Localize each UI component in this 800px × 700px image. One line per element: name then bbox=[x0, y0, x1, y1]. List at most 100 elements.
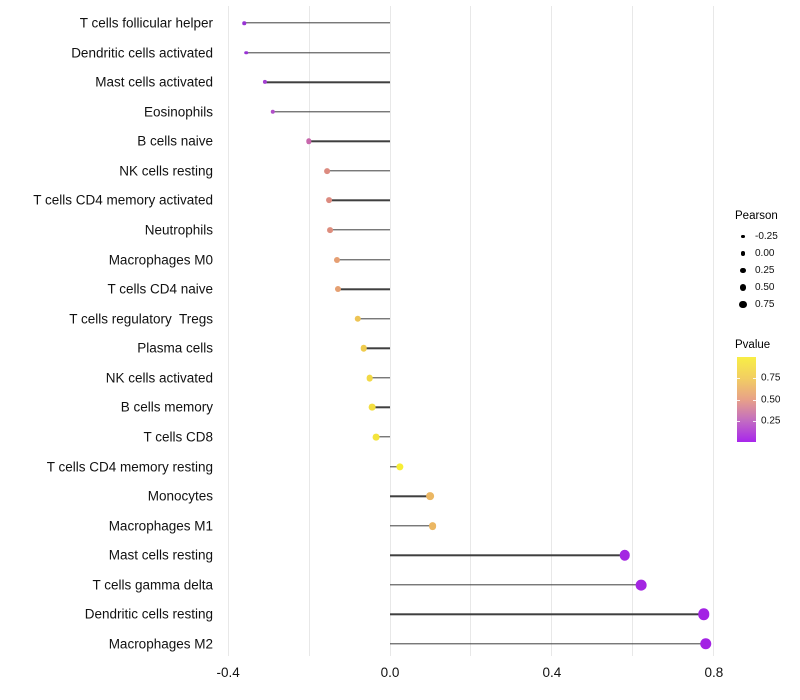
lollipop-dot bbox=[372, 433, 380, 441]
lollipop-segment bbox=[371, 406, 390, 409]
lollipop-segment bbox=[330, 229, 390, 231]
lollipop-segment bbox=[327, 170, 390, 172]
category-label: T cells gamma delta bbox=[92, 577, 213, 593]
lollipop-dot bbox=[368, 404, 376, 411]
lollipop-dot bbox=[396, 462, 404, 471]
size-legend-dot bbox=[740, 267, 746, 274]
lollipop-dot bbox=[262, 80, 267, 85]
panel-gridline bbox=[713, 6, 715, 656]
size-legend-dot-cell bbox=[735, 284, 751, 291]
size-legend-label: 0.75 bbox=[755, 299, 775, 310]
lollipop-segment bbox=[375, 436, 390, 438]
category-label: Macrophages M1 bbox=[108, 517, 213, 533]
lollipop-segment bbox=[390, 465, 401, 468]
size-legend-entry: 0.25 bbox=[735, 262, 799, 279]
lollipop-dot bbox=[366, 374, 374, 382]
category-label: NK cells resting bbox=[119, 163, 213, 179]
lollipop-segment bbox=[390, 524, 433, 527]
size-legend-entries: -0.25 0.00 0.25 0.50 0.75 bbox=[735, 228, 799, 313]
colorbar-tick bbox=[753, 420, 756, 422]
pvalue-colorbar bbox=[737, 357, 756, 442]
panel-gridline bbox=[551, 6, 553, 656]
category-label: T cells CD4 memory activated bbox=[33, 192, 213, 208]
category-label: Plasma cells bbox=[137, 340, 213, 356]
lollipop-dot bbox=[324, 167, 331, 174]
size-legend-title: Pearson bbox=[735, 210, 778, 222]
colorbar-tick-label: 0.75 bbox=[761, 372, 781, 384]
pvalue-color-legend: Pvalue 0.75 0.50 0.25 bbox=[735, 339, 799, 442]
category-label: Dendritic cells activated bbox=[71, 44, 213, 60]
size-legend-dot-cell bbox=[735, 300, 751, 309]
size-legend-dot-cell bbox=[735, 234, 751, 239]
category-label: Macrophages M0 bbox=[108, 251, 213, 267]
category-label: B cells naive bbox=[137, 133, 213, 149]
lollipop-segment bbox=[272, 111, 390, 113]
category-label: T cells regulatory Tregs bbox=[69, 310, 213, 326]
panel-gridline bbox=[470, 6, 472, 656]
panel-gridline bbox=[632, 6, 634, 656]
lollipop-dot bbox=[334, 256, 341, 263]
size-legend-entry: -0.25 bbox=[735, 228, 799, 245]
lollipop-dot bbox=[244, 50, 249, 55]
size-legend-label: -0.25 bbox=[755, 231, 778, 242]
category-label: Mast cells resting bbox=[108, 547, 213, 563]
lollipop-dot bbox=[619, 549, 631, 561]
size-legend-label: 0.50 bbox=[755, 282, 775, 293]
category-label: Mast cells activated bbox=[95, 74, 213, 90]
size-legend-label: 0.25 bbox=[755, 265, 775, 276]
x-axis-tick-label: 0.4 bbox=[542, 665, 562, 680]
lollipop-segment bbox=[357, 317, 390, 320]
lollipop-dot bbox=[428, 521, 437, 530]
category-label: T cells CD4 memory resting bbox=[46, 458, 213, 474]
x-axis-tick-label: 0.0 bbox=[380, 665, 400, 680]
x-axis-tick-label: -0.4 bbox=[216, 665, 240, 680]
size-legend-dot-cell bbox=[735, 251, 751, 256]
lollipop-dot bbox=[335, 286, 342, 293]
panel-gridline bbox=[227, 6, 229, 656]
colorbar-tick bbox=[753, 399, 756, 401]
lollipop-dot bbox=[635, 579, 647, 591]
size-legend-entry: 0.50 bbox=[735, 279, 799, 296]
colorbar-tick-label: 0.50 bbox=[761, 394, 781, 405]
lollipop-segment bbox=[390, 554, 625, 556]
lollipop-dot bbox=[270, 109, 275, 114]
colorbar-tick-label: 0.25 bbox=[761, 415, 781, 427]
size-legend-entry: 0.75 bbox=[735, 296, 799, 313]
category-label: T cells CD4 naive bbox=[107, 281, 213, 297]
colorbar-tick bbox=[737, 399, 740, 401]
lollipop-segment bbox=[244, 22, 390, 24]
legend-panel: Pearson -0.25 0.00 0.25 0.50 0.75 Pvalue 0.7… bbox=[735, 210, 799, 442]
size-legend-dot bbox=[740, 251, 746, 256]
size-legend-dot bbox=[741, 234, 745, 239]
panel-gridline bbox=[308, 6, 310, 656]
x-axis-tick-label: 0.8 bbox=[704, 665, 724, 680]
lollipop-dot bbox=[699, 638, 712, 650]
category-label: Neutrophils bbox=[144, 222, 213, 238]
category-label: Eosinophils bbox=[143, 103, 213, 119]
lollipop-segment bbox=[390, 584, 641, 586]
lollipop-segment bbox=[363, 347, 390, 349]
category-label: Monocytes bbox=[147, 488, 213, 504]
category-label: B cells memory bbox=[120, 399, 213, 415]
lollipop-segment bbox=[338, 288, 390, 290]
colorbar-tick bbox=[737, 378, 740, 380]
lollipop-segment bbox=[337, 258, 390, 261]
category-label: NK cells activated bbox=[105, 370, 213, 386]
lollipop-dot bbox=[327, 227, 334, 233]
lollipop-dot bbox=[360, 344, 367, 352]
size-legend-dot bbox=[739, 284, 747, 291]
lollipop-dot bbox=[426, 492, 435, 500]
size-legend-label: 0.00 bbox=[755, 248, 775, 259]
category-label: Dendritic cells resting bbox=[84, 606, 213, 622]
color-legend-title: Pvalue bbox=[735, 339, 771, 351]
category-label: Macrophages M2 bbox=[108, 636, 213, 652]
lollipop-segment bbox=[264, 81, 390, 83]
size-legend-dot bbox=[739, 300, 747, 309]
pearson-size-legend: Pearson -0.25 0.00 0.25 0.50 0.75 bbox=[735, 210, 799, 313]
size-legend-dot-cell bbox=[735, 267, 751, 274]
lollipop-dot bbox=[242, 21, 247, 25]
colorbar-tick bbox=[737, 420, 740, 422]
colorbar-wrap: 0.75 0.50 0.25 bbox=[737, 357, 799, 442]
category-label: T cells follicular helper bbox=[79, 15, 213, 31]
